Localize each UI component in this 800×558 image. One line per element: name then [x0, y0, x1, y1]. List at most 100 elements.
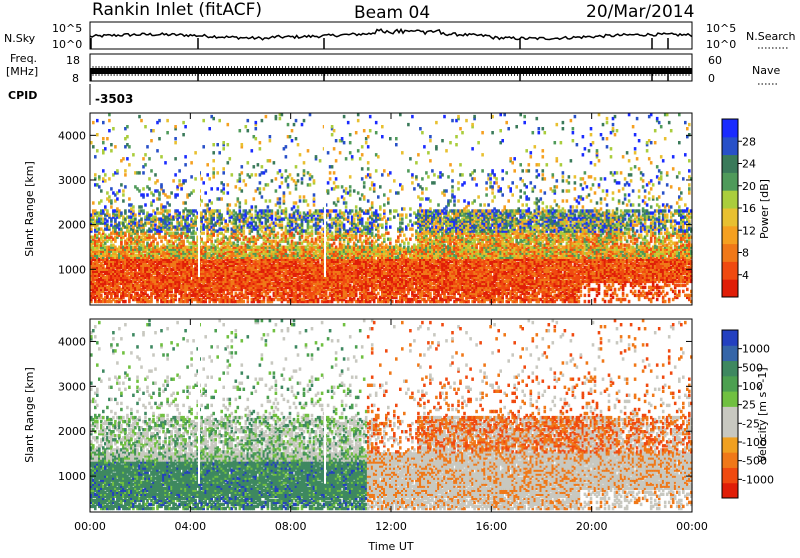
power-range-cell: [295, 119, 298, 122]
power-range-cell: [212, 143, 215, 146]
power-range-cell: [255, 127, 258, 130]
power-range-cell: [281, 181, 284, 184]
power-range-cell: [106, 209, 109, 212]
power-range-cell: [194, 232, 197, 235]
power-range-cell: [235, 185, 238, 188]
beam-label: Beam 04: [354, 3, 430, 23]
power-range-cell: [222, 171, 225, 174]
power-range-cell: [176, 193, 179, 196]
power-range-cell: [259, 141, 262, 144]
power-range-cell: [92, 145, 95, 148]
power-range-cell: [112, 127, 115, 130]
power-range-cell: [120, 211, 123, 214]
power-range-cell: [222, 183, 225, 186]
power-range-cell: [116, 169, 119, 172]
power-range-cell: [295, 137, 298, 140]
nave-top-tick: 60: [708, 54, 722, 67]
power-range-cell: [311, 238, 314, 241]
power-range-cell: [239, 209, 242, 212]
power-range-cell: [222, 191, 225, 194]
power-range-cell: [261, 195, 264, 198]
power-range-cell: [227, 191, 230, 194]
power-range-cell: [124, 209, 127, 212]
power-range-cell: [239, 177, 242, 180]
power-range-cell: [265, 169, 268, 172]
power-range-cell: [102, 141, 105, 144]
power-range-cell: [243, 300, 246, 303]
power-range-cell: [307, 203, 310, 206]
power-range-cell: [227, 227, 230, 230]
power-range-cell: [150, 169, 153, 172]
power-range-cell: [182, 133, 185, 136]
power-range-cell: [227, 161, 230, 164]
power-range-cell: [283, 191, 286, 194]
power-range-cell: [108, 177, 111, 180]
power-range-cell: [295, 187, 298, 190]
power-range-cell: [259, 181, 262, 184]
power-range-cell: [259, 187, 262, 190]
power-range-cell: [126, 135, 129, 138]
power-range-cell: [212, 151, 215, 154]
power-range-cell: [174, 125, 177, 128]
power-range-cell: [261, 165, 264, 168]
power-range-cell: [124, 169, 127, 172]
power-range-cell: [104, 205, 107, 208]
nave-bottom-tick: 0: [708, 72, 715, 85]
power-range-cell: [158, 137, 161, 140]
power-range-cell: [293, 205, 296, 208]
power-range-cell: [190, 175, 193, 178]
power-range-cell: [297, 143, 300, 146]
rti-figure: Rankin Inlet (fitACF) Beam 04 20/Mar/201…: [0, 0, 800, 554]
power-range-cell: [206, 173, 209, 176]
power-range-cell: [144, 163, 147, 166]
power-range-cell: [164, 205, 167, 208]
power-range-cell: [168, 209, 171, 212]
power-range-cell: [303, 169, 306, 172]
power-range-cell: [291, 139, 294, 142]
power-range-cell: [100, 294, 103, 297]
power-range-cell: [192, 189, 195, 192]
nsearch-top-tick: 10^5: [706, 22, 736, 35]
power-range-cell: [134, 217, 137, 220]
power-range-cell: [247, 129, 250, 132]
power-range-cell: [192, 236, 195, 239]
power-range-cell: [245, 125, 248, 128]
power-range-cell: [134, 213, 137, 216]
power-range-cell: [279, 117, 282, 120]
power-range-cell: [287, 183, 290, 186]
power-range-cell: [277, 232, 280, 235]
power-range-cell: [170, 191, 173, 194]
power-range-cell: [303, 195, 306, 198]
power-range-cell: [132, 209, 135, 212]
power-range-cell: [269, 139, 272, 142]
freq-trace: [90, 66, 692, 81]
power-range-cell: [289, 173, 292, 176]
power-range-cell: [309, 209, 312, 212]
power-range-cell: [150, 139, 153, 142]
power-range-cell: [108, 129, 111, 132]
power-range-cell: [154, 173, 157, 176]
power-range-cell: [132, 153, 135, 156]
power-range-cell: [184, 179, 187, 182]
power-range-cell: [184, 201, 187, 204]
power-range-cell: [299, 153, 302, 156]
power-range-cell: [279, 169, 282, 172]
power-range-cell: [269, 199, 272, 202]
power-range-cell: [174, 173, 177, 176]
power-range-cell: [178, 179, 181, 182]
power-range-cell: [144, 153, 147, 156]
power-range-cell: [222, 187, 225, 190]
power-range-cell: [106, 191, 109, 194]
power-range-cell: [315, 155, 318, 158]
power-range-cell: [148, 177, 151, 180]
power-range-cell: [299, 195, 302, 198]
power-range-cell: [104, 179, 107, 182]
power-range-cell: [291, 129, 294, 132]
power-range-cell: [98, 185, 101, 188]
power-range-cell: [255, 205, 258, 208]
date-label: 20/Mar/2014: [586, 2, 694, 22]
power-range-cell: [160, 155, 163, 158]
power-range-cell: [239, 238, 242, 241]
power-range-cell: [108, 119, 111, 122]
power-data-field: [90, 113, 693, 303]
